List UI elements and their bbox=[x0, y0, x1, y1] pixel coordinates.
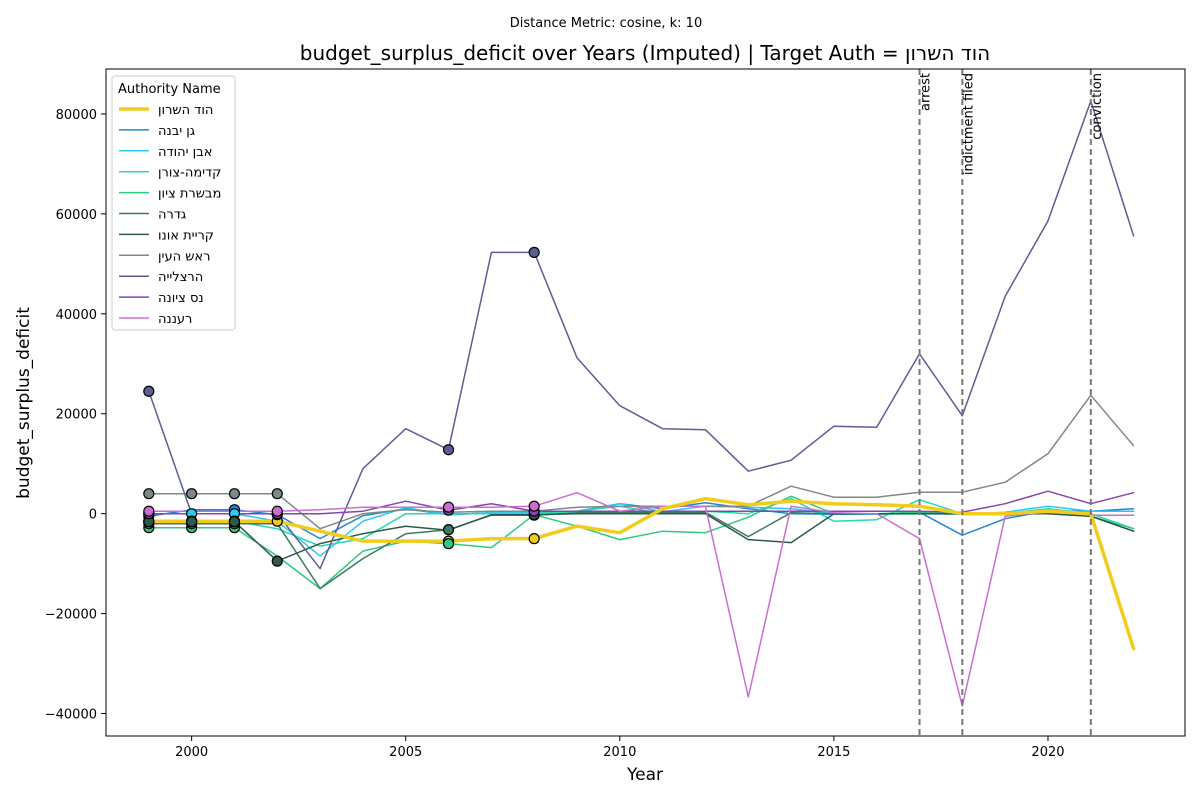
imputed-point bbox=[442, 444, 455, 456]
legend-entry: נס ציונה bbox=[158, 291, 204, 306]
y-tick-label: 40000 bbox=[56, 308, 97, 323]
legend-box bbox=[111, 75, 236, 331]
imputed-point bbox=[143, 385, 155, 397]
event-label: conviction bbox=[1090, 73, 1105, 140]
legend-entry: רעננה bbox=[158, 312, 192, 327]
x-tick-label: 2010 bbox=[603, 745, 636, 760]
event-label: arrest bbox=[919, 73, 934, 111]
y-tick-label: 60000 bbox=[56, 208, 97, 223]
y-tick-label: 0 bbox=[89, 508, 97, 523]
legend-entry: גן יבנה bbox=[158, 124, 195, 139]
imputed-point bbox=[442, 538, 455, 550]
chart-title: budget_surplus_deficit over Years (Imput… bbox=[300, 41, 990, 65]
imputed-point bbox=[271, 488, 283, 500]
supertitle: Distance Metric: cosine, k: 10 bbox=[510, 16, 702, 31]
series-line bbox=[147, 496, 1136, 651]
imputed-point bbox=[186, 488, 198, 500]
legend-entry: מבשרת ציון bbox=[158, 187, 221, 202]
legend: Authority Name הוד השרון גן יבנה אבן יהודה ק… bbox=[111, 75, 236, 331]
plot-frame bbox=[105, 68, 1186, 737]
x-tick-label: 2000 bbox=[175, 745, 208, 760]
series-line bbox=[148, 394, 1135, 530]
plot-area: 2000 2005 2010 2015 2020 −40000 −20000 0 20000 40… bbox=[45, 69, 1136, 760]
legend-entry: הוד השרון bbox=[158, 103, 213, 118]
event-label: indictment filed bbox=[961, 73, 976, 175]
series-line bbox=[148, 490, 1135, 515]
imputed-point bbox=[528, 500, 540, 512]
series-line bbox=[148, 100, 1135, 570]
x-tick-label: 2005 bbox=[389, 745, 422, 760]
imputed-point bbox=[228, 516, 241, 528]
x-axis-label: Year bbox=[626, 765, 663, 785]
imputed-point bbox=[528, 246, 540, 258]
imputed-point bbox=[143, 488, 155, 500]
y-tick-label: −20000 bbox=[45, 608, 97, 623]
y-tick-label: 80000 bbox=[56, 108, 97, 123]
imputed-point bbox=[186, 516, 198, 528]
imputed-point bbox=[271, 555, 283, 567]
imputed-point bbox=[442, 501, 455, 513]
imputed-point bbox=[143, 505, 155, 517]
imputed-point bbox=[228, 488, 241, 500]
series-line bbox=[148, 491, 1135, 707]
x-tick-label: 2020 bbox=[1031, 745, 1064, 760]
x-tick-label: 2015 bbox=[817, 745, 850, 760]
legend-entry: גדרה bbox=[158, 208, 186, 223]
y-tick-label: 20000 bbox=[56, 408, 97, 423]
imputed-point bbox=[271, 505, 283, 517]
legend-entry: קריית אונו bbox=[158, 228, 214, 243]
legend-entry: אבן יהודה bbox=[158, 145, 212, 160]
legend-title: Authority Name bbox=[118, 82, 221, 97]
imputed-point bbox=[528, 533, 540, 545]
y-axis-label: budget_surplus_deficit bbox=[14, 307, 34, 499]
imputed-point bbox=[442, 524, 455, 536]
legend-entry: קדימה-צורן bbox=[158, 166, 221, 181]
legend-entry: ראש העין bbox=[158, 249, 210, 264]
legend-entry: הרצלייה bbox=[158, 270, 203, 285]
series-line bbox=[148, 511, 1135, 590]
y-tick-label: −40000 bbox=[45, 708, 97, 723]
